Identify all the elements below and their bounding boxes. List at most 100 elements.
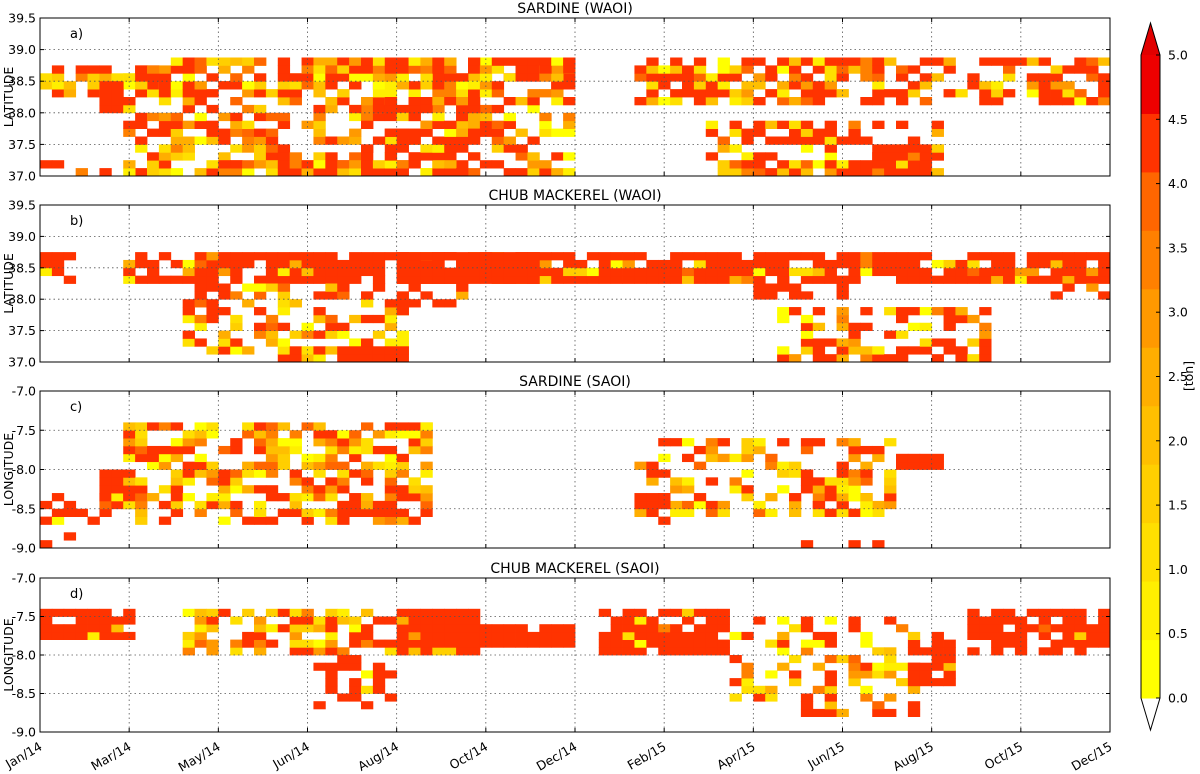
heatmap-cell xyxy=(111,81,124,90)
heatmap-cell xyxy=(432,168,445,177)
heatmap-cell xyxy=(979,267,992,277)
heatmap-cell xyxy=(824,616,837,625)
heatmap-cell xyxy=(432,144,445,153)
heatmap-cell xyxy=(658,608,671,617)
heatmap-cell xyxy=(836,275,849,284)
heatmap-cell xyxy=(325,81,338,90)
heatmap-cell xyxy=(872,346,885,355)
heatmap-cell xyxy=(527,104,540,114)
heatmap-cell xyxy=(907,647,921,656)
heatmap-cell xyxy=(539,275,552,284)
heatmap-cell xyxy=(361,160,374,169)
heatmap-cell xyxy=(206,461,219,470)
heatmap-cell xyxy=(325,461,338,470)
heatmap-cell xyxy=(765,73,778,82)
heatmap-cell xyxy=(444,299,457,308)
heatmap-cell xyxy=(384,469,398,478)
heatmap-cell xyxy=(254,322,267,331)
heatmap-cell xyxy=(586,252,600,261)
heatmap-cell xyxy=(349,160,362,169)
heatmap-cell xyxy=(717,89,730,98)
heatmap-cell xyxy=(670,485,683,494)
heatmap-cell xyxy=(860,670,873,679)
heatmap-cell xyxy=(919,647,933,656)
heatmap-cell xyxy=(456,120,469,129)
heatmap-cell xyxy=(444,160,457,169)
heatmap-cell xyxy=(206,252,219,261)
heatmap-cell xyxy=(277,112,291,122)
heatmap-cell xyxy=(135,275,148,284)
heatmap-cell xyxy=(682,639,695,648)
heatmap-cell xyxy=(301,267,314,277)
heatmap-cell xyxy=(325,670,338,679)
heatmap-cell xyxy=(705,647,719,656)
heatmap-cell xyxy=(349,631,362,640)
heatmap-cell xyxy=(539,57,552,66)
heatmap-cell xyxy=(812,160,826,169)
heatmap-cell xyxy=(919,670,933,679)
heatmap-cell xyxy=(408,128,421,137)
heatmap-cell xyxy=(218,291,231,300)
heatmap-cell xyxy=(943,678,956,687)
heatmap-cell xyxy=(349,469,362,478)
heatmap-cell xyxy=(955,354,968,363)
heatmap-cell xyxy=(349,275,362,284)
heatmap-cell xyxy=(313,469,326,478)
heatmap-cell xyxy=(254,73,267,82)
heatmap-cell xyxy=(218,338,231,347)
heatmap-cell xyxy=(361,639,374,648)
heatmap-cell xyxy=(836,89,849,98)
heatmap-cell xyxy=(313,485,326,494)
colorbar-tick-label: 0.5 xyxy=(1168,626,1188,641)
heatmap-cell xyxy=(313,104,326,114)
heatmap-cell xyxy=(896,330,909,339)
heatmap-cell xyxy=(277,346,291,355)
heatmap-cell xyxy=(872,168,885,177)
heatmap-cell xyxy=(277,508,291,517)
heatmap-cell xyxy=(408,89,421,98)
heatmap-cell xyxy=(218,516,231,525)
heatmap-cell xyxy=(527,259,540,269)
heatmap-cell xyxy=(777,346,790,355)
heatmap-cell xyxy=(254,112,267,122)
heatmap-cell xyxy=(777,616,790,625)
heatmap-cell xyxy=(289,299,302,308)
heatmap-cell xyxy=(384,128,398,137)
heatmap-cell xyxy=(158,65,172,74)
heatmap-cell xyxy=(919,678,933,687)
heatmap-cell xyxy=(87,631,100,640)
heatmap-cell xyxy=(848,57,861,66)
heatmap-cell xyxy=(931,655,944,664)
heatmap-cell xyxy=(254,89,267,98)
heatmap-cell xyxy=(99,73,112,82)
heatmap-cell xyxy=(670,608,683,617)
heatmap-cell xyxy=(872,89,885,98)
heatmap-cell xyxy=(456,608,469,617)
heatmap-cell xyxy=(1062,283,1075,292)
heatmap-cell xyxy=(384,453,398,463)
heatmap-cell xyxy=(907,144,921,153)
heatmap-cell xyxy=(693,252,707,261)
heatmap-cell xyxy=(182,438,195,447)
heatmap-cell xyxy=(693,647,707,656)
heatmap-cell xyxy=(658,639,671,648)
y-tick-label: 37.0 xyxy=(8,355,36,370)
heatmap-cell xyxy=(313,422,326,431)
heatmap-cell xyxy=(337,445,350,455)
heatmap-cell xyxy=(265,608,279,617)
heatmap-cell xyxy=(194,500,207,510)
heatmap-cell xyxy=(444,81,457,90)
heatmap-cell xyxy=(848,662,861,671)
heatmap-cell xyxy=(1014,616,1028,625)
y-tick-label: -8.0 xyxy=(12,648,36,663)
heatmap-cell xyxy=(563,97,576,106)
heatmap-cell xyxy=(313,152,326,161)
heatmap-cell xyxy=(765,461,778,470)
heatmap-cell xyxy=(170,65,184,74)
heatmap-cell xyxy=(705,445,719,455)
heatmap-cell xyxy=(800,314,814,324)
heatmap-cell xyxy=(491,160,505,169)
heatmap-cell xyxy=(943,275,956,284)
heatmap-cell xyxy=(907,701,921,710)
heatmap-cell xyxy=(230,477,243,486)
